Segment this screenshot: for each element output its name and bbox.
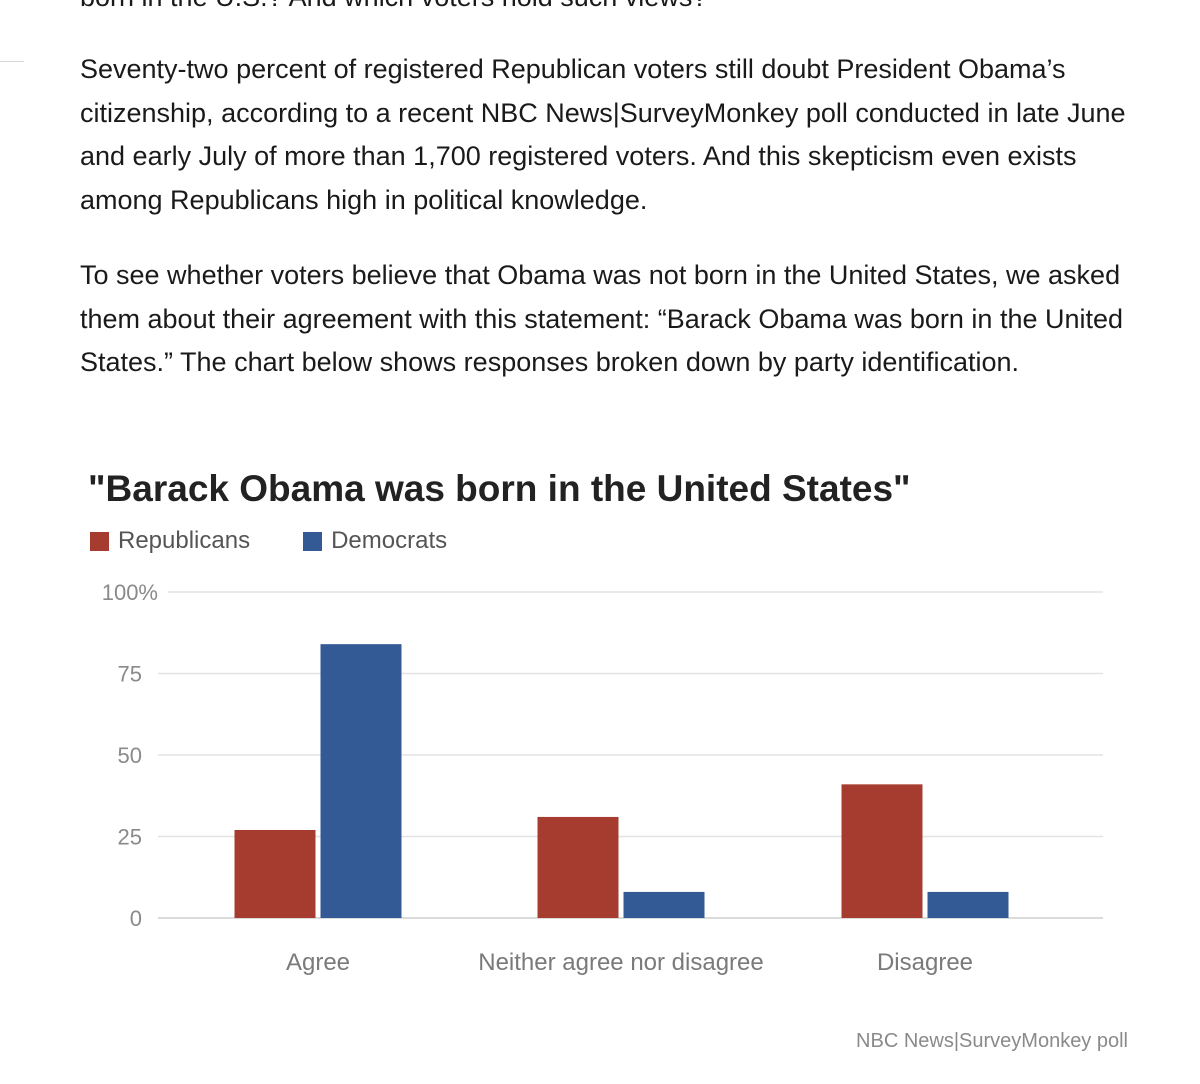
y-tick-label: 25: [118, 825, 142, 850]
y-tick-label: 100%: [102, 580, 158, 605]
legend-item-republicans: Republicans: [90, 527, 250, 555]
article-paragraph-2: To see whether voters believe that Obama…: [80, 260, 1124, 377]
bar-democrats-disagree: [927, 891, 1009, 918]
article-paragraph-1: Seventy-two percent of registered Republ…: [80, 54, 1126, 215]
x-tick-label: Neither agree nor disagree: [478, 949, 764, 976]
legend-swatch-democrats: [303, 531, 323, 551]
chart-legend: Republicans Democrats: [90, 526, 500, 556]
bar-republicans-neither-agree-nor-disagree: [537, 816, 619, 918]
bar-democrats-agree: [320, 644, 402, 918]
bar-republicans-agree: [234, 829, 316, 918]
x-tick-label: Disagree: [877, 949, 973, 976]
article-cut-line: born in the U.S.? And which voters hold …: [80, 0, 707, 12]
margin-rule: [0, 61, 24, 62]
x-tick-label: Agree: [286, 949, 350, 976]
y-tick-label: 0: [130, 906, 142, 931]
legend-label-republicans: Republicans: [118, 527, 251, 554]
bar-democrats-neither-agree-nor-disagree: [623, 891, 705, 918]
legend-item-democrats: Democrats: [303, 527, 447, 555]
y-tick-label: 50: [118, 743, 142, 768]
bar-republicans-disagree: [841, 784, 923, 918]
legend-swatch-republicans: [90, 531, 109, 551]
y-tick-label: 75: [118, 662, 142, 687]
chart-source: NBC News|SurveyMonkey poll: [856, 1030, 1128, 1052]
legend-label-democrats: Democrats: [331, 527, 448, 554]
chart-title: "Barack Obama was born in the United Sta…: [88, 468, 911, 509]
